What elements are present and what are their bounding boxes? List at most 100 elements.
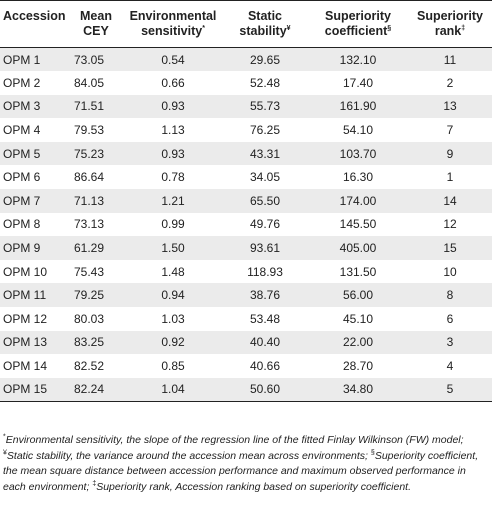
header-accession: Accession (3, 9, 66, 23)
cell-superiority-coefficient: 161.90 (339, 99, 377, 114)
cell-accession: OPM 4 (3, 123, 41, 138)
cell-static-stability: 29.65 (249, 52, 281, 67)
cell-mean-cey: 80.03 (74, 311, 105, 326)
cell-mean-cey: 73.13 (74, 217, 105, 232)
cell-environmental-sensitivity: 1.50 (161, 241, 185, 256)
table-row: OPM 7 71.13 1.21 65.50 174.00 14 (0, 189, 492, 213)
cell-superiority-rank: 6 (446, 311, 454, 326)
cell-superiority-coefficient: 174.00 (339, 193, 377, 208)
cell-superiority-coefficient: 131.50 (339, 264, 377, 279)
cell-superiority-rank: 12 (443, 217, 457, 232)
cell-static-stability: 40.40 (249, 335, 281, 350)
cell-accession: OPM 7 (3, 193, 41, 208)
cell-superiority-coefficient: 145.50 (339, 217, 377, 232)
cell-mean-cey: 82.24 (74, 382, 105, 397)
cell-mean-cey: 86.64 (74, 170, 105, 185)
cell-mean-cey: 71.13 (74, 193, 105, 208)
cell-superiority-coefficient: 16.30 (342, 170, 374, 185)
cell-accession: OPM 3 (3, 99, 41, 114)
cell-static-stability: 93.61 (249, 241, 281, 256)
table-row: OPM 12 80.03 1.03 53.48 45.10 6 (0, 307, 492, 331)
cell-accession: OPM 10 (3, 264, 48, 279)
cell-environmental-sensitivity: 1.03 (161, 311, 185, 326)
cell-environmental-sensitivity: 0.94 (161, 288, 185, 303)
cell-mean-cey: 75.43 (74, 264, 105, 279)
table-row: OPM 1 73.05 0.54 29.65 132.10 11 (0, 47, 492, 72)
cell-superiority-coefficient: 405.00 (339, 241, 377, 256)
cell-environmental-sensitivity: 0.54 (161, 52, 185, 67)
cell-superiority-rank: 15 (443, 241, 457, 256)
cell-superiority-rank: 7 (446, 123, 454, 138)
cell-mean-cey: 83.25 (74, 335, 105, 350)
cell-mean-cey: 84.05 (74, 75, 105, 90)
cell-accession: OPM 6 (3, 170, 41, 185)
cell-superiority-rank: 11 (443, 52, 457, 67)
table-row: OPM 11 79.25 0.94 38.76 56.00 8 (0, 283, 492, 308)
cell-static-stability: 40.66 (249, 359, 281, 374)
cell-static-stability: 50.60 (249, 382, 281, 397)
cell-superiority-rank: 4 (446, 359, 454, 374)
cell-accession: OPM 5 (3, 146, 41, 161)
cell-accession: OPM 1 (3, 52, 41, 67)
cell-static-stability: 34.05 (249, 170, 281, 185)
cell-superiority-rank: 13 (443, 99, 457, 114)
cell-environmental-sensitivity: 1.21 (161, 193, 185, 208)
table-row: OPM 13 83.25 0.92 40.40 22.00 3 (0, 330, 492, 355)
cell-static-stability: 43.31 (249, 146, 281, 161)
table-row: OPM 2 84.05 0.66 52.48 17.40 2 (0, 71, 492, 95)
table-header: Accession Mean CEY Environmental sensitivi… (0, 0, 492, 48)
cell-environmental-sensitivity: 0.93 (161, 99, 185, 114)
table-body: OPM 1 73.05 0.54 29.65 132.10 11 OPM 2 84.05 0.6… (0, 47, 492, 402)
cell-accession: OPM 14 (3, 359, 48, 374)
cell-environmental-sensitivity: 0.85 (161, 359, 185, 374)
cell-superiority-coefficient: 103.70 (339, 146, 377, 161)
cell-superiority-rank: 8 (446, 288, 454, 303)
header-superiority-rank: Superiority rank‡ (417, 9, 483, 38)
cell-superiority-coefficient: 34.80 (342, 382, 374, 397)
cell-accession: OPM 8 (3, 217, 41, 232)
cell-superiority-coefficient: 28.70 (342, 359, 374, 374)
cell-superiority-coefficient: 56.00 (342, 288, 374, 303)
table-row: OPM 14 82.52 0.85 40.66 28.70 4 (0, 354, 492, 378)
cell-environmental-sensitivity: 0.78 (161, 170, 185, 185)
cell-superiority-rank: 3 (446, 335, 454, 350)
cell-superiority-rank: 14 (443, 193, 457, 208)
table-row: OPM 4 79.53 1.13 76.25 54.10 7 (0, 118, 492, 142)
cell-mean-cey: 79.25 (74, 288, 105, 303)
cell-accession: OPM 9 (3, 241, 41, 256)
cell-static-stability: 38.76 (249, 288, 281, 303)
cell-mean-cey: 82.52 (74, 359, 105, 374)
cell-mean-cey: 79.53 (74, 123, 105, 138)
table-footnote: *Environmental sensitivity, the slope of… (3, 433, 479, 493)
cell-static-stability: 49.76 (249, 217, 281, 232)
cell-mean-cey: 71.51 (74, 99, 105, 114)
cell-superiority-rank: 2 (446, 75, 454, 90)
cell-static-stability: 52.48 (249, 75, 281, 90)
cell-environmental-sensitivity: 1.48 (161, 264, 185, 279)
table-row: OPM 8 73.13 0.99 49.76 145.50 12 (0, 212, 492, 237)
cell-accession: OPM 15 (3, 382, 48, 397)
cell-accession: OPM 2 (3, 75, 41, 90)
cell-superiority-rank: 10 (443, 264, 457, 279)
header-superiority-coefficient: Superiority coefficient§ (324, 9, 392, 38)
cell-environmental-sensitivity: 0.99 (161, 217, 185, 232)
cell-mean-cey: 73.05 (74, 52, 105, 67)
cell-accession: OPM 12 (3, 311, 48, 326)
header-static-stability: Static stability¥ (239, 9, 291, 38)
cell-accession: OPM 11 (3, 288, 47, 303)
cell-environmental-sensitivity: 0.93 (161, 146, 185, 161)
cell-superiority-rank: 5 (446, 382, 454, 397)
cell-environmental-sensitivity: 1.13 (161, 123, 185, 138)
table-row: OPM 6 86.64 0.78 34.05 16.30 1 (0, 165, 492, 190)
cell-mean-cey: 75.23 (74, 146, 105, 161)
cell-superiority-coefficient: 54.10 (342, 123, 374, 138)
stability-table: Accession Mean CEY Environmental sensitivi… (0, 0, 492, 402)
cell-superiority-coefficient: 22.00 (342, 335, 374, 350)
cell-environmental-sensitivity: 0.66 (161, 75, 185, 90)
cell-accession: OPM 13 (3, 335, 48, 350)
cell-superiority-coefficient: 132.10 (339, 52, 377, 67)
cell-superiority-rank: 1 (446, 170, 454, 185)
cell-static-stability: 55.73 (249, 99, 281, 114)
cell-static-stability: 65.50 (249, 193, 281, 208)
